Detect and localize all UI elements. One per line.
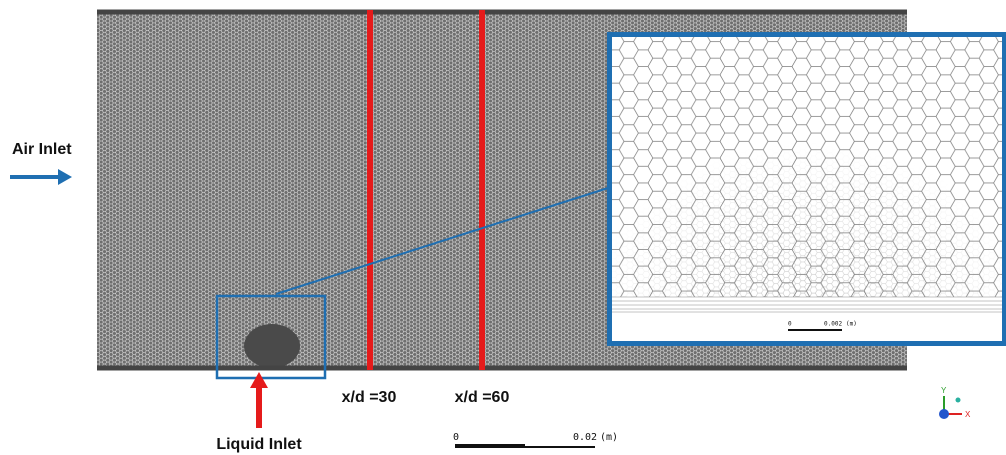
axis-triad: Y X [939,386,971,419]
inset-fine-mesh [608,33,1004,297]
scale-bar-half [525,444,595,446]
y-axis-label: Y [941,386,947,395]
inset: 0 0.002 (m) [607,32,1006,346]
x-axis-label: X [965,410,971,419]
inset-frame [607,32,1006,346]
view-marker [955,397,961,403]
scale-start: 0 [453,432,459,443]
inset-scale-start: 0 [788,321,792,328]
air-inlet-label: Air Inlet [12,141,72,158]
zoom-connector [275,187,609,295]
scale-end: 0.02 [573,432,597,443]
refined-region [244,324,300,368]
inset-scale-unit: (m) [846,321,857,328]
station-label: x/d =60 [455,389,510,406]
scale-unit: (m) [600,432,618,443]
inset-boundary-layer [608,296,1004,313]
zoom-box [215,294,327,380]
liquid-inlet-arrowhead [250,372,268,388]
inset-scale-end: 0.002 [824,321,842,328]
liquid-inlet-label: Liquid Inlet [216,436,302,453]
air-inlet-arrowhead [58,169,72,185]
station-label: x/d =30 [342,389,397,406]
z-axis-marker [939,409,949,419]
